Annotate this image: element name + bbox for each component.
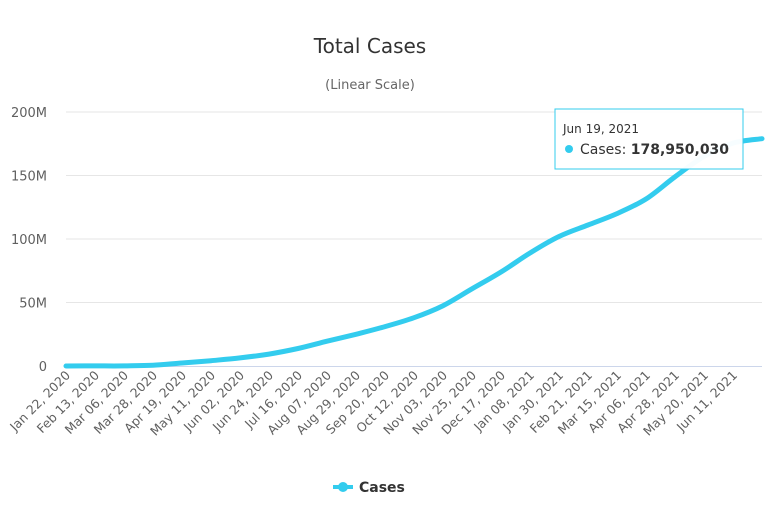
series-line-cases[interactable] xyxy=(63,136,765,369)
chart-title: Total Cases xyxy=(313,34,426,58)
y-axis: 0 50M 100M 150M 200M xyxy=(11,106,47,375)
tooltip-value: 178,950,030 xyxy=(631,142,730,158)
tooltip-box xyxy=(554,108,744,170)
y-tick-label: 200M xyxy=(11,106,47,121)
legend[interactable]: Cases xyxy=(333,480,405,496)
y-tick-label: 150M xyxy=(11,170,47,185)
tooltip-series-name: Cases xyxy=(580,142,622,158)
legend-label-cases[interactable]: Cases xyxy=(359,480,405,496)
tooltip-line: Cases: 178,950,030 xyxy=(580,142,729,158)
y-tick-label: 100M xyxy=(11,233,47,248)
series-layer xyxy=(63,136,765,369)
tooltip-colon: : xyxy=(622,142,631,158)
y-tick-label: 50M xyxy=(19,297,47,312)
tooltip: Jun 19, 2021 Cases: 178,950,030 xyxy=(554,108,744,170)
y-tick-label: 0 xyxy=(39,360,47,375)
legend-swatch-marker xyxy=(338,482,348,492)
tooltip-series-dot xyxy=(565,145,573,153)
chart-subtitle: (Linear Scale) xyxy=(325,78,415,93)
tooltip-date: Jun 19, 2021 xyxy=(562,122,639,136)
